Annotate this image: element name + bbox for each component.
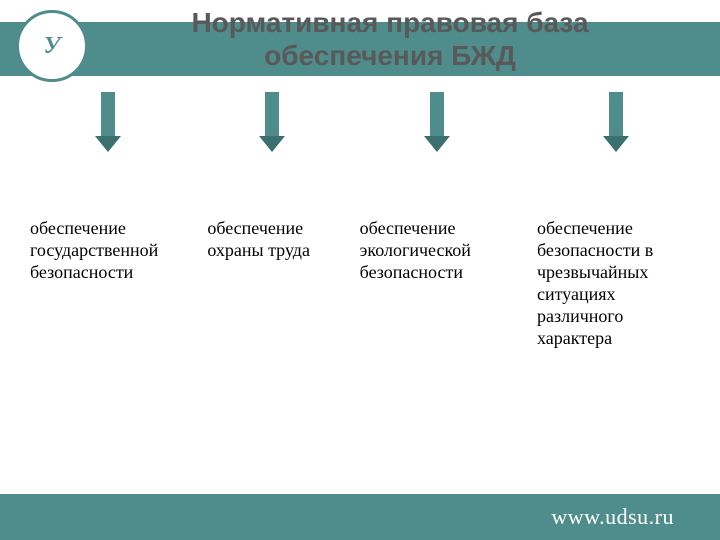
arrow-down-icon xyxy=(537,92,695,152)
slide: У Нормативная правовая база обеспечения … xyxy=(0,0,720,540)
arrow-down-icon xyxy=(207,92,337,152)
column-text: обеспечение государственной безопасности xyxy=(30,218,185,284)
column-3: обеспечение экологической безопасности xyxy=(360,92,515,350)
column-text: обеспечение безопасности в чрезвычайных … xyxy=(537,218,695,350)
columns-region: обеспечение государственной безопасности… xyxy=(30,92,695,350)
column-text: обеспечение экологической безопасности xyxy=(360,218,515,284)
column-text: обеспечение охраны труда xyxy=(207,218,337,262)
column-4: обеспечение безопасности в чрезвычайных … xyxy=(537,92,695,350)
logo-text: У xyxy=(44,33,61,60)
arrow-down-icon xyxy=(30,92,185,152)
footer-url: www.udsu.ru xyxy=(551,504,674,530)
logo-badge: У xyxy=(16,10,88,82)
arrow-down-icon xyxy=(360,92,515,152)
slide-title: Нормативная правовая база обеспечения БЖ… xyxy=(110,6,670,72)
footer-band: www.udsu.ru xyxy=(0,494,720,540)
column-2: обеспечение охраны труда xyxy=(207,92,337,350)
column-1: обеспечение государственной безопасности xyxy=(30,92,185,350)
